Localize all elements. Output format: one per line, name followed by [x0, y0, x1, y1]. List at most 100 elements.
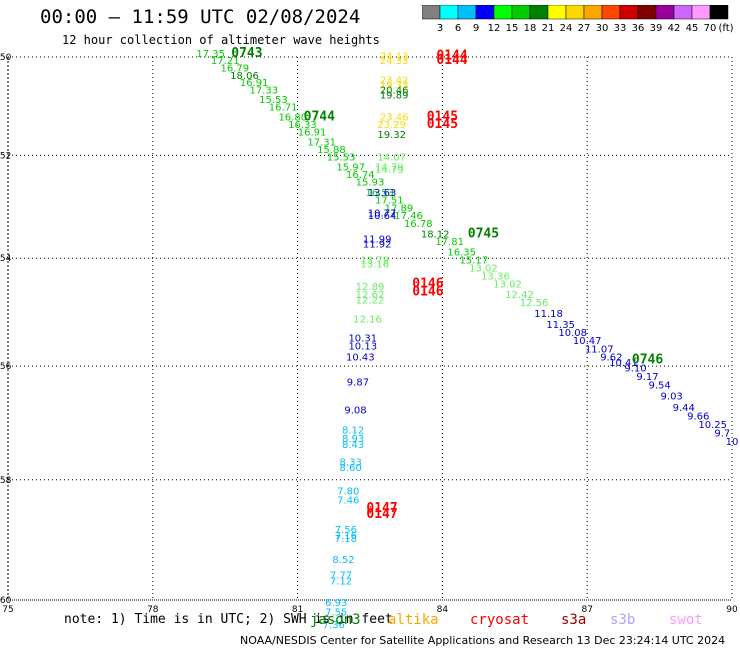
swh-value-label: 7.12	[330, 577, 352, 588]
swh-value-label: 15.17	[459, 255, 488, 266]
swh-value-label: 9.54	[648, 380, 670, 391]
swh-value-label: 13.02	[469, 263, 498, 274]
swh-value-label: 19.32	[377, 130, 406, 141]
swh-value-label: 11.99	[363, 234, 392, 245]
swh-value-label: 12.42	[505, 290, 534, 301]
swh-value-label: 7.36	[323, 620, 345, 631]
swh-value-label: 20.46	[380, 85, 409, 96]
swh-value-label: 7.77	[330, 570, 352, 581]
swh-value-label: 17.31	[307, 137, 336, 148]
pass-time-label: 0746	[632, 352, 663, 367]
legend-item-s3a: s3a	[561, 612, 587, 628]
chart-title: 00:00 – 11:59 UTC 02/08/2024	[40, 6, 361, 28]
colorbar-label: 21	[542, 23, 555, 34]
swh-value-label: 16.33	[288, 120, 317, 131]
swh-value-label: 13.63	[368, 188, 397, 199]
swh-value-label: 12.62	[356, 290, 385, 301]
colorbar-label: 39	[650, 23, 663, 34]
y-tick-label: -54	[0, 254, 12, 264]
pass-time-label: 0146	[412, 276, 443, 291]
swh-value-label: 10.08	[558, 328, 587, 339]
pass-time-label: 0744	[304, 109, 335, 124]
swh-value-label: 8.33	[340, 457, 362, 468]
swh-value-label: 16.35	[447, 248, 476, 259]
colorbar-label: 36	[632, 23, 645, 34]
swh-value-label: 19.89	[380, 90, 409, 101]
swh-value-label: 16.91	[240, 78, 269, 89]
swh-value-label: 10.41	[609, 358, 638, 369]
chart-subtitle: 12 hour collection of altimeter wave hei…	[62, 33, 380, 47]
swh-value-label: 7.56	[335, 525, 357, 536]
swh-value-label: 9.03	[661, 392, 683, 403]
colorbar-label: 33	[614, 23, 627, 34]
pass-time-label: 0145	[427, 109, 458, 124]
y-tick-label: -58	[0, 476, 12, 486]
swh-value-label: 8.93	[342, 434, 364, 445]
swh-value-label: 17.21	[211, 56, 240, 67]
colorbar-unit: (ft)	[718, 23, 733, 34]
swh-value-label: 23.46	[380, 112, 409, 123]
swh-value-label: 10.13	[348, 342, 377, 353]
x-tick-label: 75	[2, 605, 13, 615]
legend-item-swot: swot	[669, 612, 703, 628]
colorbar-label: 42	[668, 23, 681, 34]
colorbar-label: 27	[578, 23, 591, 34]
swh-value-label: 16.53	[365, 188, 394, 199]
legend-item-altika: altika	[388, 612, 439, 628]
swh-value-label: 11.35	[546, 320, 575, 331]
swh-value-label: 13.36	[481, 271, 510, 282]
color-scale-bar: 3 6 9 12 15 18 21 24 27 30 33 36 39 42 45 70 (ft)	[422, 5, 734, 34]
swh-value-label: 16.78	[404, 219, 433, 230]
swh-value-label: 13.79	[361, 255, 390, 266]
swh-value-label: 16.79	[221, 63, 250, 74]
swh-value-label: 23.42	[380, 76, 409, 87]
swh-value-label: 18.06	[230, 71, 259, 82]
colorbar-label: 6	[455, 23, 461, 34]
pass-time-label: 0147	[366, 501, 397, 516]
legend-item-cryosat: cryosat	[470, 612, 530, 628]
pass-time-label: 0144	[436, 53, 467, 68]
swh-value-label: 13.16	[361, 260, 390, 271]
swh-value-label: 10	[726, 437, 739, 448]
swh-value-label: 18.12	[421, 229, 450, 240]
swh-value-label: 14.79	[375, 165, 404, 176]
colorbar-label: 30	[596, 23, 609, 34]
swh-value-label: 24.13	[380, 51, 409, 62]
swh-value-label: 17.35	[196, 49, 225, 60]
swh-value-label: 11.07	[585, 344, 614, 355]
swh-value-label: 6.93	[325, 598, 347, 609]
swh-value-label: 15.97	[336, 162, 365, 173]
swh-value-label: 13.02	[493, 279, 522, 290]
colorbar-label: 12	[488, 23, 501, 34]
pass-time-label: 0147	[366, 507, 397, 522]
swh-value-label: 9.66	[687, 411, 709, 422]
swh-value-label: 9.62	[600, 353, 622, 364]
swh-value-label: 10.77	[368, 208, 397, 219]
x-tick-label: 87	[581, 605, 592, 615]
swh-value-label: 10.64	[368, 211, 397, 222]
swh-value-label: 8.43	[342, 440, 364, 451]
swh-value-label: 16.74	[346, 170, 375, 181]
swh-value-label: 11.92	[363, 240, 392, 251]
swh-value-label: 8.60	[340, 463, 362, 474]
swh-value-label: 9.87	[347, 378, 369, 389]
swh-value-label: 15.53	[327, 152, 356, 163]
swh-value-label: 11.18	[534, 309, 563, 320]
legend-item-s3b: s3b	[610, 612, 636, 628]
legend-item-jason3: jason3	[310, 612, 361, 628]
colorbar-label: 70	[704, 23, 717, 34]
y-tick-label: -52	[0, 151, 11, 161]
colorbar-label: 45	[686, 23, 699, 34]
colorbar-label: 3	[437, 23, 443, 34]
x-tick-label: 78	[147, 605, 159, 615]
pass-time-label: 0743	[231, 46, 262, 61]
swh-value-label: 10.25	[698, 420, 727, 431]
plot-frame	[7, 56, 733, 601]
swh-value-label: 8.12	[342, 426, 364, 437]
y-tick-label: -56	[0, 362, 12, 372]
swh-value-label: 12.56	[520, 298, 549, 309]
footer-credit: NOAA/NESDIS Center for Satellite Applica…	[240, 634, 726, 647]
swh-value-label: 17.51	[375, 196, 404, 207]
